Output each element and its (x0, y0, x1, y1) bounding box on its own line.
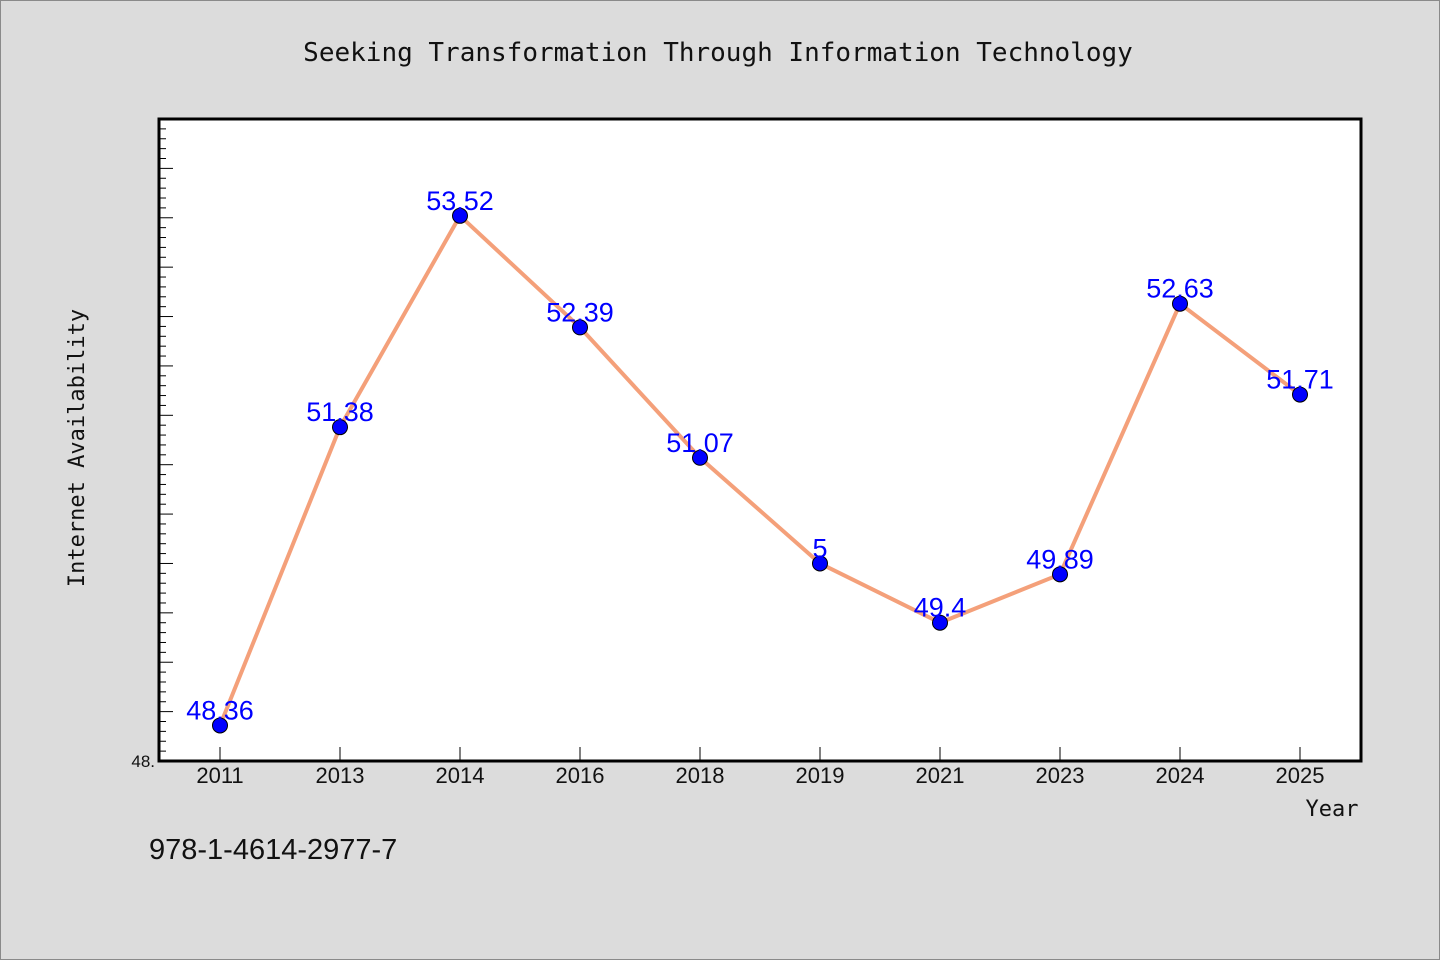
data-value-label: 52.63 (1146, 274, 1214, 304)
data-markers (212, 207, 1308, 734)
series-line (218, 213, 1302, 728)
data-point-marker (1292, 386, 1308, 403)
data-value-label: 51.71 (1266, 365, 1334, 395)
data-point-marker (692, 449, 708, 466)
x-tick-label: 2018 (676, 763, 725, 788)
data-point-marker (812, 555, 828, 572)
data-value-label: 5 (812, 533, 827, 563)
y-tick-label: 48. (131, 752, 155, 771)
data-point-marker (332, 419, 348, 436)
data-value-label: 51.07 (666, 428, 734, 458)
x-axis-ticks: 2011 2013 2014 2016 2018 2019 2021 2023 2024 2025 (196, 747, 1324, 788)
x-tick-label: 2025 (1276, 763, 1325, 788)
y-axis-ticks: 48. (131, 128, 173, 771)
footnote-isbn: 978-1-4614-2977-7 (149, 834, 398, 866)
y-axis-label: Internet Availability (65, 309, 90, 587)
data-point-marker (212, 717, 228, 734)
data-point-marker (572, 319, 588, 336)
data-value-label: 49.89 (1026, 544, 1094, 574)
x-tick-label: 2016 (556, 763, 605, 788)
chart-title: Seeking Transformation Through Informati… (303, 38, 1133, 68)
data-point-marker (1172, 295, 1188, 312)
data-point-marker (932, 614, 948, 631)
x-tick-label: 2014 (436, 763, 485, 788)
data-labels: 48.36 51.38 53.52 52.39 51.07 5 49.4 49.89 52.63… (186, 186, 1334, 726)
data-value-label: 51.38 (306, 397, 374, 427)
x-tick-label: 2024 (1156, 763, 1205, 788)
plot-area (157, 117, 1363, 763)
x-tick-label: 2023 (1036, 763, 1085, 788)
data-value-label: 52.39 (546, 297, 614, 327)
x-axis-label: Year (1306, 797, 1359, 822)
data-point-marker (452, 207, 468, 224)
data-point-marker (1052, 566, 1068, 583)
x-tick-label: 2021 (916, 763, 965, 788)
series-line-group (218, 213, 1302, 728)
data-value-label: 49.4 (914, 593, 967, 623)
data-value-label: 53.52 (426, 186, 494, 216)
x-tick-label: 2013 (316, 763, 365, 788)
x-tick-label: 2011 (196, 763, 243, 788)
data-value-label: 48.36 (186, 695, 254, 725)
x-tick-label: 2019 (796, 763, 845, 788)
